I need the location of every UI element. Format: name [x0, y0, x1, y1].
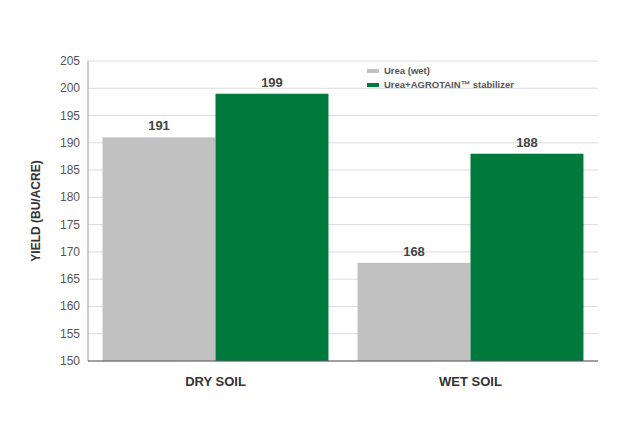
page: {"chart_data": {"type": "bar", "y_label"… [0, 0, 623, 445]
legend-label: Urea (wet) [384, 65, 430, 76]
legend-label: Urea+AGROTAIN™ stabilizer [384, 79, 514, 90]
x-tick-label: DRY SOIL [185, 374, 246, 389]
y-tick-label: 195 [60, 109, 80, 123]
chart-container: 1501551601651701751801851901952002051911… [0, 0, 623, 445]
bar [103, 137, 216, 361]
chart-svg: 1501551601651701751801851901952002051911… [0, 0, 623, 445]
bar [358, 263, 471, 361]
data-label: 168 [403, 244, 425, 259]
data-label: 199 [261, 75, 283, 90]
legend-swatch [367, 83, 379, 87]
grid-line [88, 61, 598, 62]
y-ticks: 150 155 160 165 170 175 180 185 190 195 200 205 [60, 54, 80, 368]
grid [88, 61, 598, 361]
y-tick-label: 160 [60, 299, 80, 313]
grid-line [88, 88, 598, 89]
y-tick-label: 205 [60, 54, 80, 68]
y-tick-label: 150 [60, 354, 80, 368]
y-tick-label: 185 [60, 163, 80, 177]
x-tick-labels: DRY SOIL WET SOIL [185, 374, 502, 389]
legend: Urea (wet) Urea+AGROTAIN™ stabilizer [367, 65, 514, 90]
legend-swatch [367, 69, 379, 73]
y-tick-label: 165 [60, 272, 80, 286]
x-axis-line [88, 360, 598, 361]
bar [216, 94, 329, 361]
grid-line [88, 361, 598, 362]
grid-line [88, 115, 598, 116]
y-tick-label: 190 [60, 136, 80, 150]
y-tick-label: 170 [60, 245, 80, 259]
data-label: 188 [516, 135, 538, 150]
y-axis-label: YIELD (BU/ACRE) [29, 160, 43, 261]
x-tick-label: WET SOIL [439, 374, 502, 389]
y-tick-label: 200 [60, 81, 80, 95]
y-tick-label: 180 [60, 190, 80, 204]
y-axis-line [88, 61, 89, 361]
bar [471, 154, 584, 361]
bars [103, 94, 584, 361]
y-tick-label: 155 [60, 327, 80, 341]
y-tick-label: 175 [60, 218, 80, 232]
data-labels: 191 168 199 188 [148, 75, 538, 259]
data-label: 191 [148, 118, 170, 133]
